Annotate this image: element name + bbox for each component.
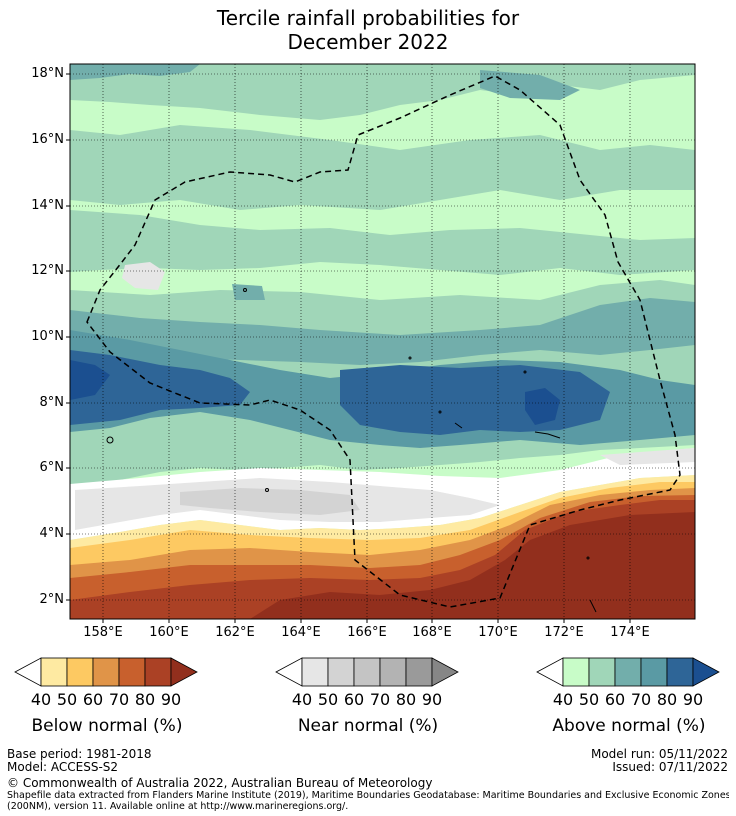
graticule [70, 64, 695, 619]
colorbar-extend-low [14, 657, 42, 687]
above-tick-50: 50 [578, 690, 600, 709]
axis-ticks [66, 73, 631, 623]
y-label-12n: 12°N [31, 263, 64, 278]
colorbar-segment [666, 657, 694, 687]
base-period: Base period: 1981-2018 [7, 747, 152, 761]
colorbar-extend-high [692, 657, 720, 687]
colorbar-extend-low [536, 657, 564, 687]
source-line-1: Shapefile data extracted from Flanders M… [7, 790, 729, 801]
eez-boundary [86, 75, 681, 608]
below-normal-title: Below normal (%) [31, 716, 183, 736]
colorbar-segment [614, 657, 642, 687]
above-tick-40: 40 [552, 690, 574, 709]
below-tick-50: 50 [56, 690, 78, 709]
model-name: Model: ACCESS-S2 [7, 760, 119, 774]
y-label-6n: 6°N [39, 460, 65, 475]
colorbar-near [275, 657, 459, 687]
below-tick-40: 40 [30, 690, 52, 709]
colorbar-segment [92, 657, 120, 687]
near-tick-80: 80 [395, 690, 417, 709]
colorbar-extend-low [275, 657, 303, 687]
source-line-2: (200NM), version 11. Available online at… [7, 801, 349, 812]
above-tick-80: 80 [656, 690, 678, 709]
colorbar-segment [353, 657, 381, 687]
x-label-158e: 158°E [83, 625, 123, 640]
probability-field [70, 64, 695, 619]
colorbar-segment [640, 657, 668, 687]
x-label-174e: 174°E [610, 625, 650, 640]
near-tick-40: 40 [291, 690, 313, 709]
below-tick-80: 80 [134, 690, 156, 709]
colorbars [14, 657, 720, 687]
near-tick-60: 60 [343, 690, 365, 709]
title-line-2: December 2022 [287, 30, 449, 54]
model-run: Model run: 05/11/2022 [590, 747, 728, 761]
below-tick-70: 70 [108, 690, 130, 709]
islands [106, 288, 597, 613]
map-title: Tercile rainfall probabilities for Decem… [0, 6, 736, 54]
below-tick-60: 60 [82, 690, 104, 709]
colorbar-segment [379, 657, 407, 687]
y-label-2n: 2°N [39, 592, 65, 607]
colorbar-segment [405, 657, 433, 687]
near-tick-90: 90 [421, 690, 443, 709]
y-label-14n: 14°N [31, 198, 64, 213]
above-tick-60: 60 [604, 690, 626, 709]
x-label-166e: 166°E [347, 625, 387, 640]
y-label-4n: 4°N [39, 526, 65, 541]
copyright: © Commonwealth of Australia 2022, Austra… [7, 776, 433, 790]
x-label-164e: 164°E [281, 625, 321, 640]
issued-date: Issued: 07/11/2022 [612, 760, 728, 774]
above-tick-70: 70 [630, 690, 652, 709]
colorbar-segment [118, 657, 146, 687]
title-line-1: Tercile rainfall probabilities for [216, 6, 520, 30]
colorbar-segment [327, 657, 355, 687]
x-label-170e: 170°E [478, 625, 518, 640]
colorbar-extend-high [431, 657, 459, 687]
above-tick-90: 90 [682, 690, 704, 709]
x-label-172e: 172°E [544, 625, 584, 640]
y-label-18n: 18°N [31, 66, 64, 81]
below-tick-90: 90 [160, 690, 182, 709]
near-tick-50: 50 [317, 690, 339, 709]
colorbar-above [536, 657, 720, 687]
above-normal-title: Above normal (%) [552, 716, 706, 736]
x-label-162e: 162°E [215, 625, 255, 640]
colorbar-segment [40, 657, 68, 687]
x-label-168e: 168°E [412, 625, 452, 640]
y-label-10n: 10°N [31, 329, 64, 344]
colorbar-segment [144, 657, 172, 687]
colorbar-below [14, 657, 198, 687]
near-normal-title: Near normal (%) [297, 716, 439, 736]
near-tick-70: 70 [369, 690, 391, 709]
colorbar-segment [588, 657, 616, 687]
colorbar-segment [301, 657, 329, 687]
y-label-8n: 8°N [39, 395, 65, 410]
colorbar-segment [66, 657, 94, 687]
y-label-16n: 16°N [31, 132, 64, 147]
colorbar-extend-high [170, 657, 198, 687]
x-label-160e: 160°E [149, 625, 189, 640]
colorbar-segment [562, 657, 590, 687]
